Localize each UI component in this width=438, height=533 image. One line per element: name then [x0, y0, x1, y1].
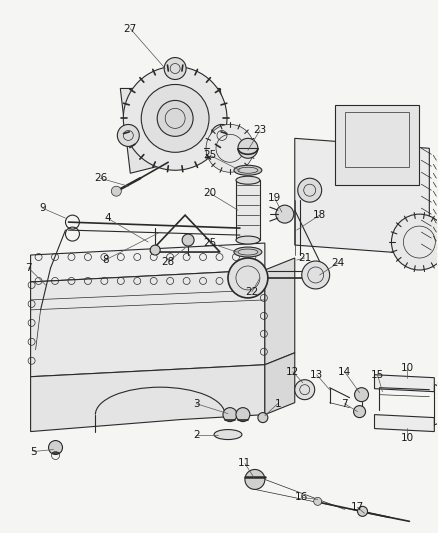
Circle shape — [164, 58, 186, 79]
Text: 16: 16 — [295, 492, 308, 503]
Text: 4: 4 — [104, 213, 111, 223]
Circle shape — [49, 441, 63, 455]
Text: 22: 22 — [245, 287, 258, 297]
Polygon shape — [31, 365, 265, 432]
Polygon shape — [295, 139, 429, 255]
Text: 2: 2 — [193, 430, 199, 440]
Polygon shape — [31, 270, 265, 377]
Text: 25: 25 — [203, 150, 217, 160]
Polygon shape — [265, 258, 295, 365]
Circle shape — [245, 470, 265, 489]
Circle shape — [314, 497, 321, 505]
Circle shape — [124, 67, 227, 170]
Bar — [345, 112, 410, 167]
Text: 14: 14 — [338, 367, 351, 377]
Text: 20: 20 — [204, 188, 217, 198]
Circle shape — [228, 258, 268, 298]
Circle shape — [150, 245, 160, 255]
Text: 7: 7 — [341, 399, 348, 409]
Circle shape — [117, 125, 139, 147]
Polygon shape — [374, 375, 434, 392]
Circle shape — [302, 261, 330, 289]
Text: 9: 9 — [39, 203, 46, 213]
Circle shape — [111, 186, 121, 196]
Text: 23: 23 — [253, 125, 266, 135]
Circle shape — [353, 406, 366, 417]
Polygon shape — [31, 243, 265, 282]
Text: 8: 8 — [102, 255, 109, 265]
Circle shape — [258, 413, 268, 423]
Circle shape — [236, 408, 250, 422]
Circle shape — [223, 408, 237, 422]
Text: 1: 1 — [275, 399, 281, 409]
Text: 17: 17 — [351, 503, 364, 512]
Text: 3: 3 — [193, 399, 199, 409]
Text: 12: 12 — [286, 367, 300, 377]
Polygon shape — [265, 353, 295, 415]
Polygon shape — [374, 415, 434, 432]
Ellipse shape — [238, 249, 258, 255]
Bar — [236, 180, 260, 240]
Text: 13: 13 — [310, 370, 323, 379]
Ellipse shape — [234, 247, 262, 257]
Circle shape — [276, 205, 294, 223]
Text: 28: 28 — [162, 257, 175, 267]
Circle shape — [238, 139, 258, 158]
Text: 26: 26 — [94, 173, 107, 183]
Text: 27: 27 — [124, 23, 137, 34]
Circle shape — [206, 124, 254, 172]
Ellipse shape — [214, 430, 242, 440]
Ellipse shape — [236, 236, 260, 244]
Ellipse shape — [234, 165, 262, 175]
Text: 24: 24 — [331, 258, 344, 268]
Text: 7: 7 — [25, 263, 32, 273]
Circle shape — [355, 387, 368, 402]
Text: 18: 18 — [313, 210, 326, 220]
Circle shape — [157, 100, 193, 136]
Ellipse shape — [236, 176, 260, 184]
Text: 25: 25 — [203, 238, 217, 248]
Ellipse shape — [238, 167, 258, 173]
Text: 15: 15 — [371, 370, 384, 379]
Bar — [335, 106, 419, 185]
Circle shape — [182, 234, 194, 246]
Circle shape — [211, 125, 233, 147]
Text: 11: 11 — [238, 458, 251, 469]
Circle shape — [295, 379, 314, 400]
Circle shape — [357, 506, 367, 516]
Circle shape — [392, 214, 438, 270]
Text: 10: 10 — [401, 363, 414, 373]
Text: 10: 10 — [401, 433, 414, 442]
Text: 19: 19 — [268, 193, 282, 203]
Text: 21: 21 — [298, 253, 311, 263]
Circle shape — [141, 84, 209, 152]
Circle shape — [298, 178, 321, 202]
Polygon shape — [120, 88, 230, 173]
Text: 5: 5 — [30, 447, 37, 457]
